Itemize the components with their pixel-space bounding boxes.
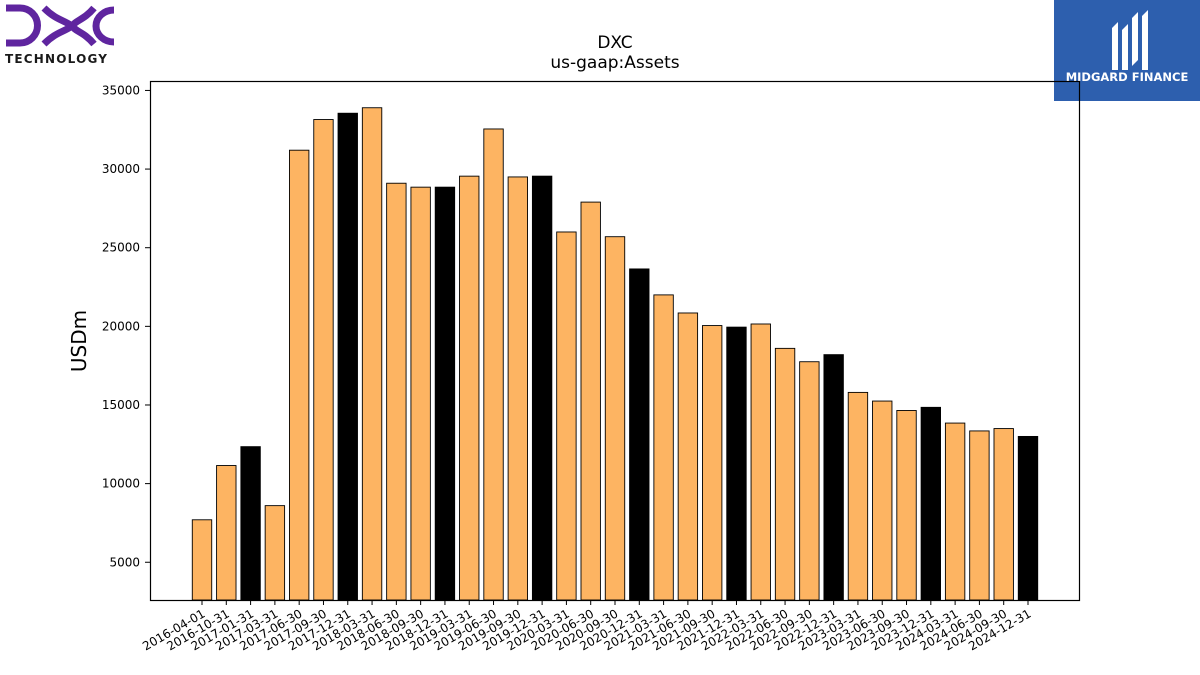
bar-2024-03-31 [944,422,966,601]
bar-2017-12-31 [337,112,358,601]
y-tick-label: 15000 [102,398,140,412]
bar-2024-09-30 [993,428,1014,601]
bar-2016-10-31 [216,465,237,601]
bar-2017-09-30 [313,119,334,601]
bar-2022-12-31 [823,354,844,601]
bar-2019-09-30 [507,176,528,601]
bar-2020-09-30 [604,236,626,601]
bar-2018-03-31 [361,107,383,601]
bar-2020-03-31 [556,231,577,601]
bar-2022-03-31 [750,323,771,601]
bar-2024-06-30 [969,430,990,601]
plot-frame [149,80,1081,602]
y-tick-label: 5000 [109,555,140,569]
bar-2017-01-31 [240,446,261,601]
bar-2022-09-30 [799,361,820,601]
midgard-logo-text: MIDGARD FINANCE [1066,70,1189,84]
midgard-finance-logo: MIDGARD FINANCE [1054,0,1200,101]
bar-2021-06-30 [677,312,699,601]
dxc-technology-logo: TECHNOLOGY [5,4,115,66]
y-tick-label: 35000 [102,83,140,97]
bar-2019-06-30 [483,128,504,601]
bar-2018-09-30 [410,186,431,601]
bar-2023-09-30 [896,410,917,601]
bar-2023-12-31 [920,406,941,601]
bar-2018-06-30 [386,182,407,601]
bar-2021-03-31 [653,294,674,601]
chart-title: DXC [597,33,632,53]
bar-2024-12-31 [1017,435,1039,601]
bar-2023-06-30 [872,400,893,601]
y-axis-label: USDm [67,310,91,372]
y-tick-label: 25000 [102,241,140,255]
bar-2021-09-30 [702,325,723,601]
bars-group [191,107,1039,601]
y-tick-label: 20000 [102,319,140,333]
x-axis: 2016-04-012016-10-312017-01-312017-03-31… [140,600,1034,653]
bar-2020-06-30 [580,201,601,601]
bar-2017-06-30 [289,149,310,601]
bar-2022-06-30 [774,347,796,601]
bar-2016-04-01 [191,519,213,601]
y-tick-label: 10000 [102,477,140,491]
y-axis: 5000 10000 15000 20000 25000 30000 35000 [102,83,150,569]
bar-2021-12-31 [726,326,747,601]
dxc-logo-text: TECHNOLOGY [5,52,108,66]
y-tick-label: 30000 [102,162,140,176]
bar-2023-03-31 [847,391,869,601]
bar-2019-12-31 [531,175,553,601]
bar-2020-12-31 [629,268,650,601]
bar-2018-12-31 [434,186,456,601]
bar-2017-03-31 [264,505,286,601]
chart-subtitle: us-gaap:Assets [550,53,679,73]
bar-2019-03-31 [459,175,480,601]
